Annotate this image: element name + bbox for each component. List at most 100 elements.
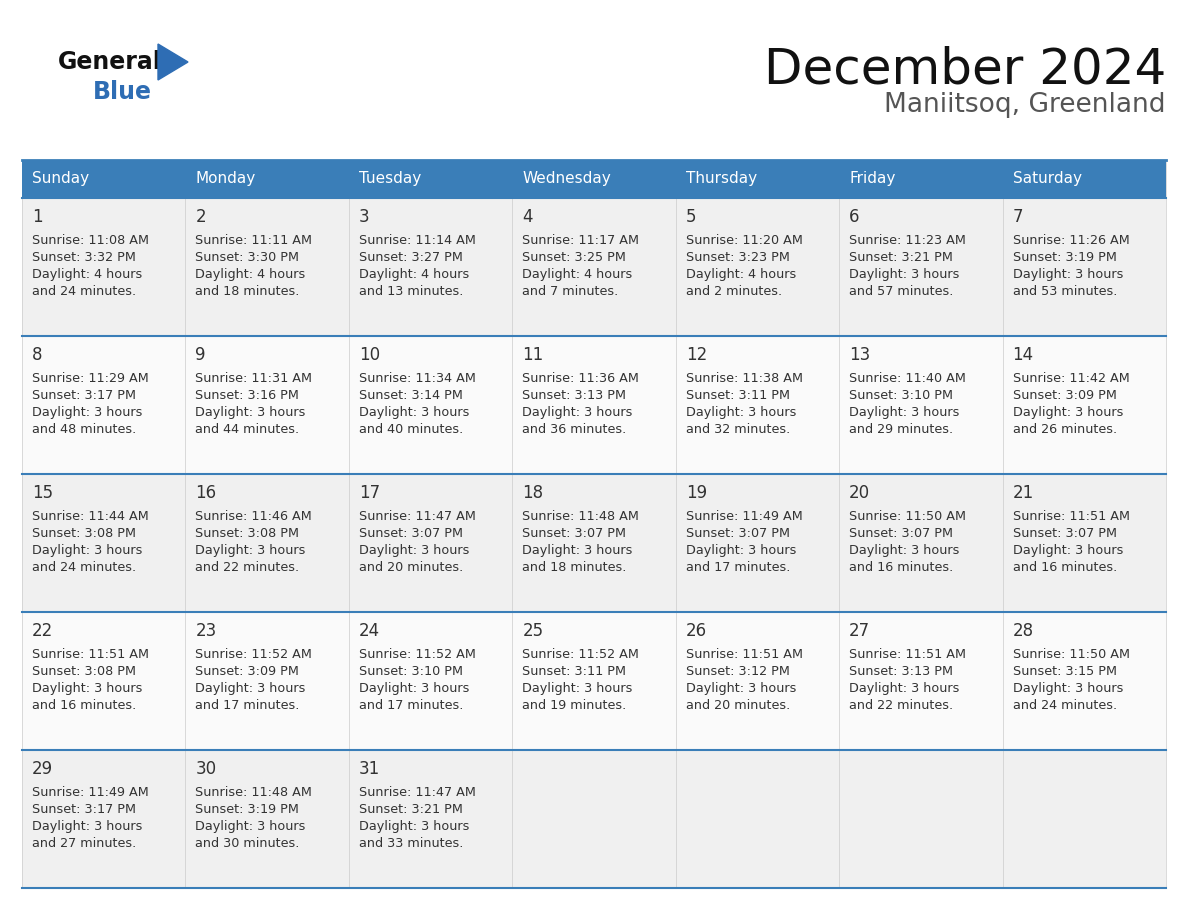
- Text: 21: 21: [1012, 484, 1034, 502]
- Text: Sunset: 3:23 PM: Sunset: 3:23 PM: [685, 251, 790, 264]
- Text: Sunset: 3:07 PM: Sunset: 3:07 PM: [849, 527, 953, 540]
- Bar: [676, 750, 839, 888]
- Text: 29: 29: [32, 760, 53, 778]
- Text: Daylight: 3 hours: Daylight: 3 hours: [32, 682, 143, 695]
- Text: 25: 25: [523, 622, 543, 640]
- Text: and 16 minutes.: and 16 minutes.: [1012, 561, 1117, 574]
- Text: Daylight: 3 hours: Daylight: 3 hours: [523, 544, 633, 557]
- Text: Monday: Monday: [196, 172, 255, 186]
- Text: Sunset: 3:13 PM: Sunset: 3:13 PM: [523, 389, 626, 402]
- Text: Sunrise: 11:08 AM: Sunrise: 11:08 AM: [32, 234, 148, 247]
- Bar: [185, 750, 349, 888]
- Text: Sunset: 3:25 PM: Sunset: 3:25 PM: [523, 251, 626, 264]
- Text: 9: 9: [196, 346, 206, 364]
- Bar: [676, 612, 839, 750]
- Text: Daylight: 4 hours: Daylight: 4 hours: [196, 268, 305, 281]
- Bar: [349, 198, 512, 336]
- Text: Daylight: 3 hours: Daylight: 3 hours: [523, 406, 633, 419]
- Bar: [839, 160, 1003, 198]
- Text: and 30 minutes.: and 30 minutes.: [196, 837, 299, 850]
- Text: and 29 minutes.: and 29 minutes.: [849, 423, 953, 436]
- Text: and 17 minutes.: and 17 minutes.: [359, 699, 463, 712]
- Text: Sunrise: 11:38 AM: Sunrise: 11:38 AM: [685, 372, 803, 385]
- Text: Sunday: Sunday: [32, 172, 89, 186]
- Text: Sunset: 3:19 PM: Sunset: 3:19 PM: [1012, 251, 1117, 264]
- Text: 2: 2: [196, 208, 206, 226]
- Text: and 16 minutes.: and 16 minutes.: [32, 699, 137, 712]
- Text: Daylight: 3 hours: Daylight: 3 hours: [1012, 406, 1123, 419]
- Text: 31: 31: [359, 760, 380, 778]
- Text: Daylight: 3 hours: Daylight: 3 hours: [849, 268, 960, 281]
- Text: Sunrise: 11:46 AM: Sunrise: 11:46 AM: [196, 510, 312, 523]
- Text: Sunrise: 11:31 AM: Sunrise: 11:31 AM: [196, 372, 312, 385]
- Text: Blue: Blue: [93, 80, 152, 104]
- Text: Sunset: 3:17 PM: Sunset: 3:17 PM: [32, 389, 135, 402]
- Text: Daylight: 4 hours: Daylight: 4 hours: [32, 268, 143, 281]
- Text: 10: 10: [359, 346, 380, 364]
- Text: Sunrise: 11:29 AM: Sunrise: 11:29 AM: [32, 372, 148, 385]
- Text: Daylight: 3 hours: Daylight: 3 hours: [1012, 544, 1123, 557]
- Text: Sunset: 3:13 PM: Sunset: 3:13 PM: [849, 665, 953, 678]
- Text: 22: 22: [32, 622, 53, 640]
- Bar: [1003, 198, 1165, 336]
- Text: 17: 17: [359, 484, 380, 502]
- Text: and 32 minutes.: and 32 minutes.: [685, 423, 790, 436]
- Text: Sunrise: 11:52 AM: Sunrise: 11:52 AM: [359, 648, 475, 661]
- Text: and 26 minutes.: and 26 minutes.: [1012, 423, 1117, 436]
- Text: Sunrise: 11:48 AM: Sunrise: 11:48 AM: [523, 510, 639, 523]
- Text: and 57 minutes.: and 57 minutes.: [849, 285, 954, 298]
- Text: Sunrise: 11:50 AM: Sunrise: 11:50 AM: [1012, 648, 1130, 661]
- Text: Sunrise: 11:20 AM: Sunrise: 11:20 AM: [685, 234, 803, 247]
- Text: and 17 minutes.: and 17 minutes.: [685, 561, 790, 574]
- Text: 26: 26: [685, 622, 707, 640]
- Text: and 18 minutes.: and 18 minutes.: [523, 561, 626, 574]
- Text: Maniitsoq, Greenland: Maniitsoq, Greenland: [885, 92, 1165, 118]
- Text: Sunrise: 11:49 AM: Sunrise: 11:49 AM: [685, 510, 802, 523]
- Text: and 2 minutes.: and 2 minutes.: [685, 285, 782, 298]
- Text: and 40 minutes.: and 40 minutes.: [359, 423, 463, 436]
- Polygon shape: [158, 44, 188, 80]
- Text: 6: 6: [849, 208, 860, 226]
- Text: Sunrise: 11:17 AM: Sunrise: 11:17 AM: [523, 234, 639, 247]
- Text: and 24 minutes.: and 24 minutes.: [32, 285, 137, 298]
- Text: Daylight: 4 hours: Daylight: 4 hours: [359, 268, 469, 281]
- Text: Sunrise: 11:42 AM: Sunrise: 11:42 AM: [1012, 372, 1130, 385]
- Bar: [676, 198, 839, 336]
- Bar: [512, 474, 676, 612]
- Text: Saturday: Saturday: [1012, 172, 1081, 186]
- Text: Sunset: 3:19 PM: Sunset: 3:19 PM: [196, 803, 299, 816]
- Text: 15: 15: [32, 484, 53, 502]
- Bar: [1003, 612, 1165, 750]
- Bar: [23, 160, 185, 198]
- Text: Sunrise: 11:52 AM: Sunrise: 11:52 AM: [523, 648, 639, 661]
- Text: 27: 27: [849, 622, 871, 640]
- Bar: [512, 198, 676, 336]
- Text: and 44 minutes.: and 44 minutes.: [196, 423, 299, 436]
- Text: Daylight: 3 hours: Daylight: 3 hours: [359, 820, 469, 833]
- Bar: [512, 336, 676, 474]
- Text: Daylight: 3 hours: Daylight: 3 hours: [1012, 268, 1123, 281]
- Text: 12: 12: [685, 346, 707, 364]
- Text: Sunset: 3:07 PM: Sunset: 3:07 PM: [523, 527, 626, 540]
- Bar: [1003, 336, 1165, 474]
- Bar: [185, 336, 349, 474]
- Bar: [512, 160, 676, 198]
- Text: Sunset: 3:11 PM: Sunset: 3:11 PM: [685, 389, 790, 402]
- Text: 14: 14: [1012, 346, 1034, 364]
- Text: 20: 20: [849, 484, 871, 502]
- Text: Sunset: 3:32 PM: Sunset: 3:32 PM: [32, 251, 135, 264]
- Text: Sunrise: 11:49 AM: Sunrise: 11:49 AM: [32, 786, 148, 799]
- Bar: [1003, 474, 1165, 612]
- Text: Sunset: 3:12 PM: Sunset: 3:12 PM: [685, 665, 790, 678]
- Text: and 36 minutes.: and 36 minutes.: [523, 423, 626, 436]
- Text: Sunset: 3:08 PM: Sunset: 3:08 PM: [32, 665, 135, 678]
- Text: Daylight: 3 hours: Daylight: 3 hours: [849, 406, 960, 419]
- Text: and 33 minutes.: and 33 minutes.: [359, 837, 463, 850]
- Text: Daylight: 3 hours: Daylight: 3 hours: [32, 406, 143, 419]
- Text: 30: 30: [196, 760, 216, 778]
- Text: 3: 3: [359, 208, 369, 226]
- Text: Daylight: 3 hours: Daylight: 3 hours: [685, 406, 796, 419]
- Text: and 22 minutes.: and 22 minutes.: [849, 699, 953, 712]
- Text: Daylight: 3 hours: Daylight: 3 hours: [1012, 682, 1123, 695]
- Text: and 20 minutes.: and 20 minutes.: [685, 699, 790, 712]
